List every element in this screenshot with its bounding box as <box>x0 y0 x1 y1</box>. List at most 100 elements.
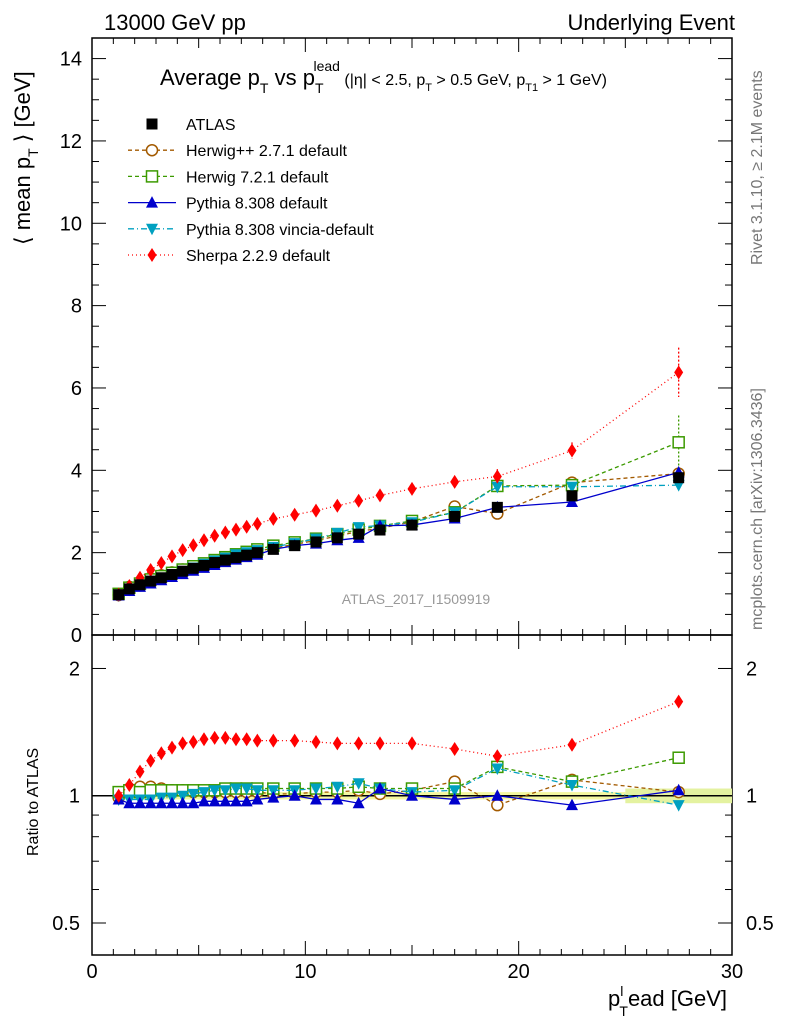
title-cuts-b-sub: T1 <box>525 82 538 94</box>
legend-marker <box>147 248 157 262</box>
data-point <box>289 540 301 552</box>
x-tick-label: 10 <box>294 961 316 983</box>
data-point <box>673 472 685 484</box>
ratio-point <box>178 736 188 751</box>
legend-marker <box>145 143 159 157</box>
data-point <box>353 528 365 540</box>
ratio-series-pythia-8-308-vincia-default <box>112 763 685 812</box>
data-point <box>156 555 166 570</box>
data-point <box>166 568 178 580</box>
legend-marker <box>145 170 159 183</box>
ratio-point <box>450 741 460 756</box>
data-point <box>492 469 502 484</box>
ratio-point <box>144 784 157 797</box>
ratio-point <box>491 798 504 812</box>
ratio-point <box>672 783 685 796</box>
ratio-point <box>674 694 684 709</box>
legend-label: Herwig 7.2.1 default <box>186 169 329 186</box>
data-point <box>450 474 460 489</box>
data-point <box>230 552 242 564</box>
data-point <box>354 493 364 508</box>
ratio-point <box>242 732 252 747</box>
plot-title: Average pT vs pTlead (|η| < 2.5, pT > 0.… <box>160 58 607 96</box>
y-tick-label: 14 <box>60 49 82 71</box>
legend-entry-herwig-7-2-1-default: Herwig 7.2.1 default <box>128 169 329 186</box>
data-point <box>177 565 189 577</box>
ratio-point <box>167 740 177 755</box>
ratio-point <box>566 780 578 792</box>
ratio-point <box>231 732 241 747</box>
ratio-point <box>672 751 685 764</box>
ratio-point <box>156 746 166 761</box>
ratio-point <box>166 796 178 809</box>
ratio-y-label-left: 1 <box>69 786 80 808</box>
data-point <box>199 533 209 548</box>
ratio-y-label-left: 2 <box>69 658 80 680</box>
ratio-point <box>210 730 220 745</box>
ratio-line-sherpa-2-2-9-default <box>118 700 679 797</box>
data-point <box>352 522 365 534</box>
ratio-point <box>251 792 264 805</box>
ratio-point <box>114 788 124 803</box>
series-atlas <box>113 472 685 601</box>
ratio-point <box>354 736 364 751</box>
data-point <box>220 525 230 540</box>
ratio-point <box>251 785 264 797</box>
title-main-b: vs p <box>268 65 314 90</box>
ratio-point <box>374 782 386 794</box>
ratio-point <box>492 749 502 764</box>
series-line-pythia-8-308-default <box>118 471 679 597</box>
xlabel-tail: ead [GeV] <box>628 986 727 1011</box>
series-herwig-2-7-1-default <box>112 467 685 602</box>
analysis-watermark: ATLAS_2017_I1509919 <box>342 591 491 607</box>
data-point <box>219 554 231 566</box>
legend-label: Herwig++ 2.7.1 default <box>186 143 348 160</box>
ratio-point <box>240 794 253 807</box>
y-tick-label: 0 <box>71 625 82 647</box>
title-main-b-sub: T <box>315 80 324 96</box>
ratio-point <box>187 788 200 801</box>
ylabel-main-sub: T <box>25 148 41 157</box>
data-point <box>567 443 577 458</box>
ratio-point <box>407 736 417 751</box>
legend-label: Pythia 8.308 default <box>186 196 328 213</box>
ratio-point <box>144 796 157 809</box>
data-point <box>672 436 685 449</box>
data-point <box>178 543 188 558</box>
data-point <box>145 575 157 587</box>
ratio-point <box>288 789 301 801</box>
ratio-point <box>352 778 365 790</box>
ratio-point <box>219 794 232 807</box>
ratio-point <box>230 783 242 796</box>
data-point <box>188 538 198 553</box>
data-point <box>566 481 578 494</box>
legend-entry-pythia-8-308-vincia-default: Pythia 8.308 vincia-default <box>128 222 374 239</box>
ratio-point <box>240 783 253 796</box>
data-point <box>491 481 504 494</box>
data-point <box>209 557 221 569</box>
legend-marker <box>146 118 158 130</box>
legend-entry-sherpa-2-2-9-default: Sherpa 2.2.9 default <box>128 248 331 265</box>
ratio-point <box>352 796 365 809</box>
data-point <box>134 579 146 591</box>
ratio-point <box>208 785 221 797</box>
ratio-point <box>567 737 577 752</box>
x-tick-label: 0 <box>86 961 97 983</box>
legend-label: ATLAS <box>186 117 236 134</box>
data-point <box>231 522 241 537</box>
ratio-series-sherpa-2-2-9-default <box>114 694 684 803</box>
data-point <box>241 549 253 561</box>
header-left: 13000 GeV pp <box>104 10 246 35</box>
ratio-point <box>332 736 342 751</box>
ratio-point <box>135 764 145 779</box>
data-point <box>268 511 278 526</box>
ratio-point <box>491 763 504 775</box>
y-tick-label: 12 <box>60 131 82 153</box>
y-tick-label: 2 <box>71 543 82 565</box>
ratio-point <box>134 796 146 809</box>
ratio-point <box>290 733 300 748</box>
data-point <box>375 488 385 503</box>
xlabel-sub: T <box>619 1003 628 1019</box>
ratio-point <box>310 783 322 796</box>
